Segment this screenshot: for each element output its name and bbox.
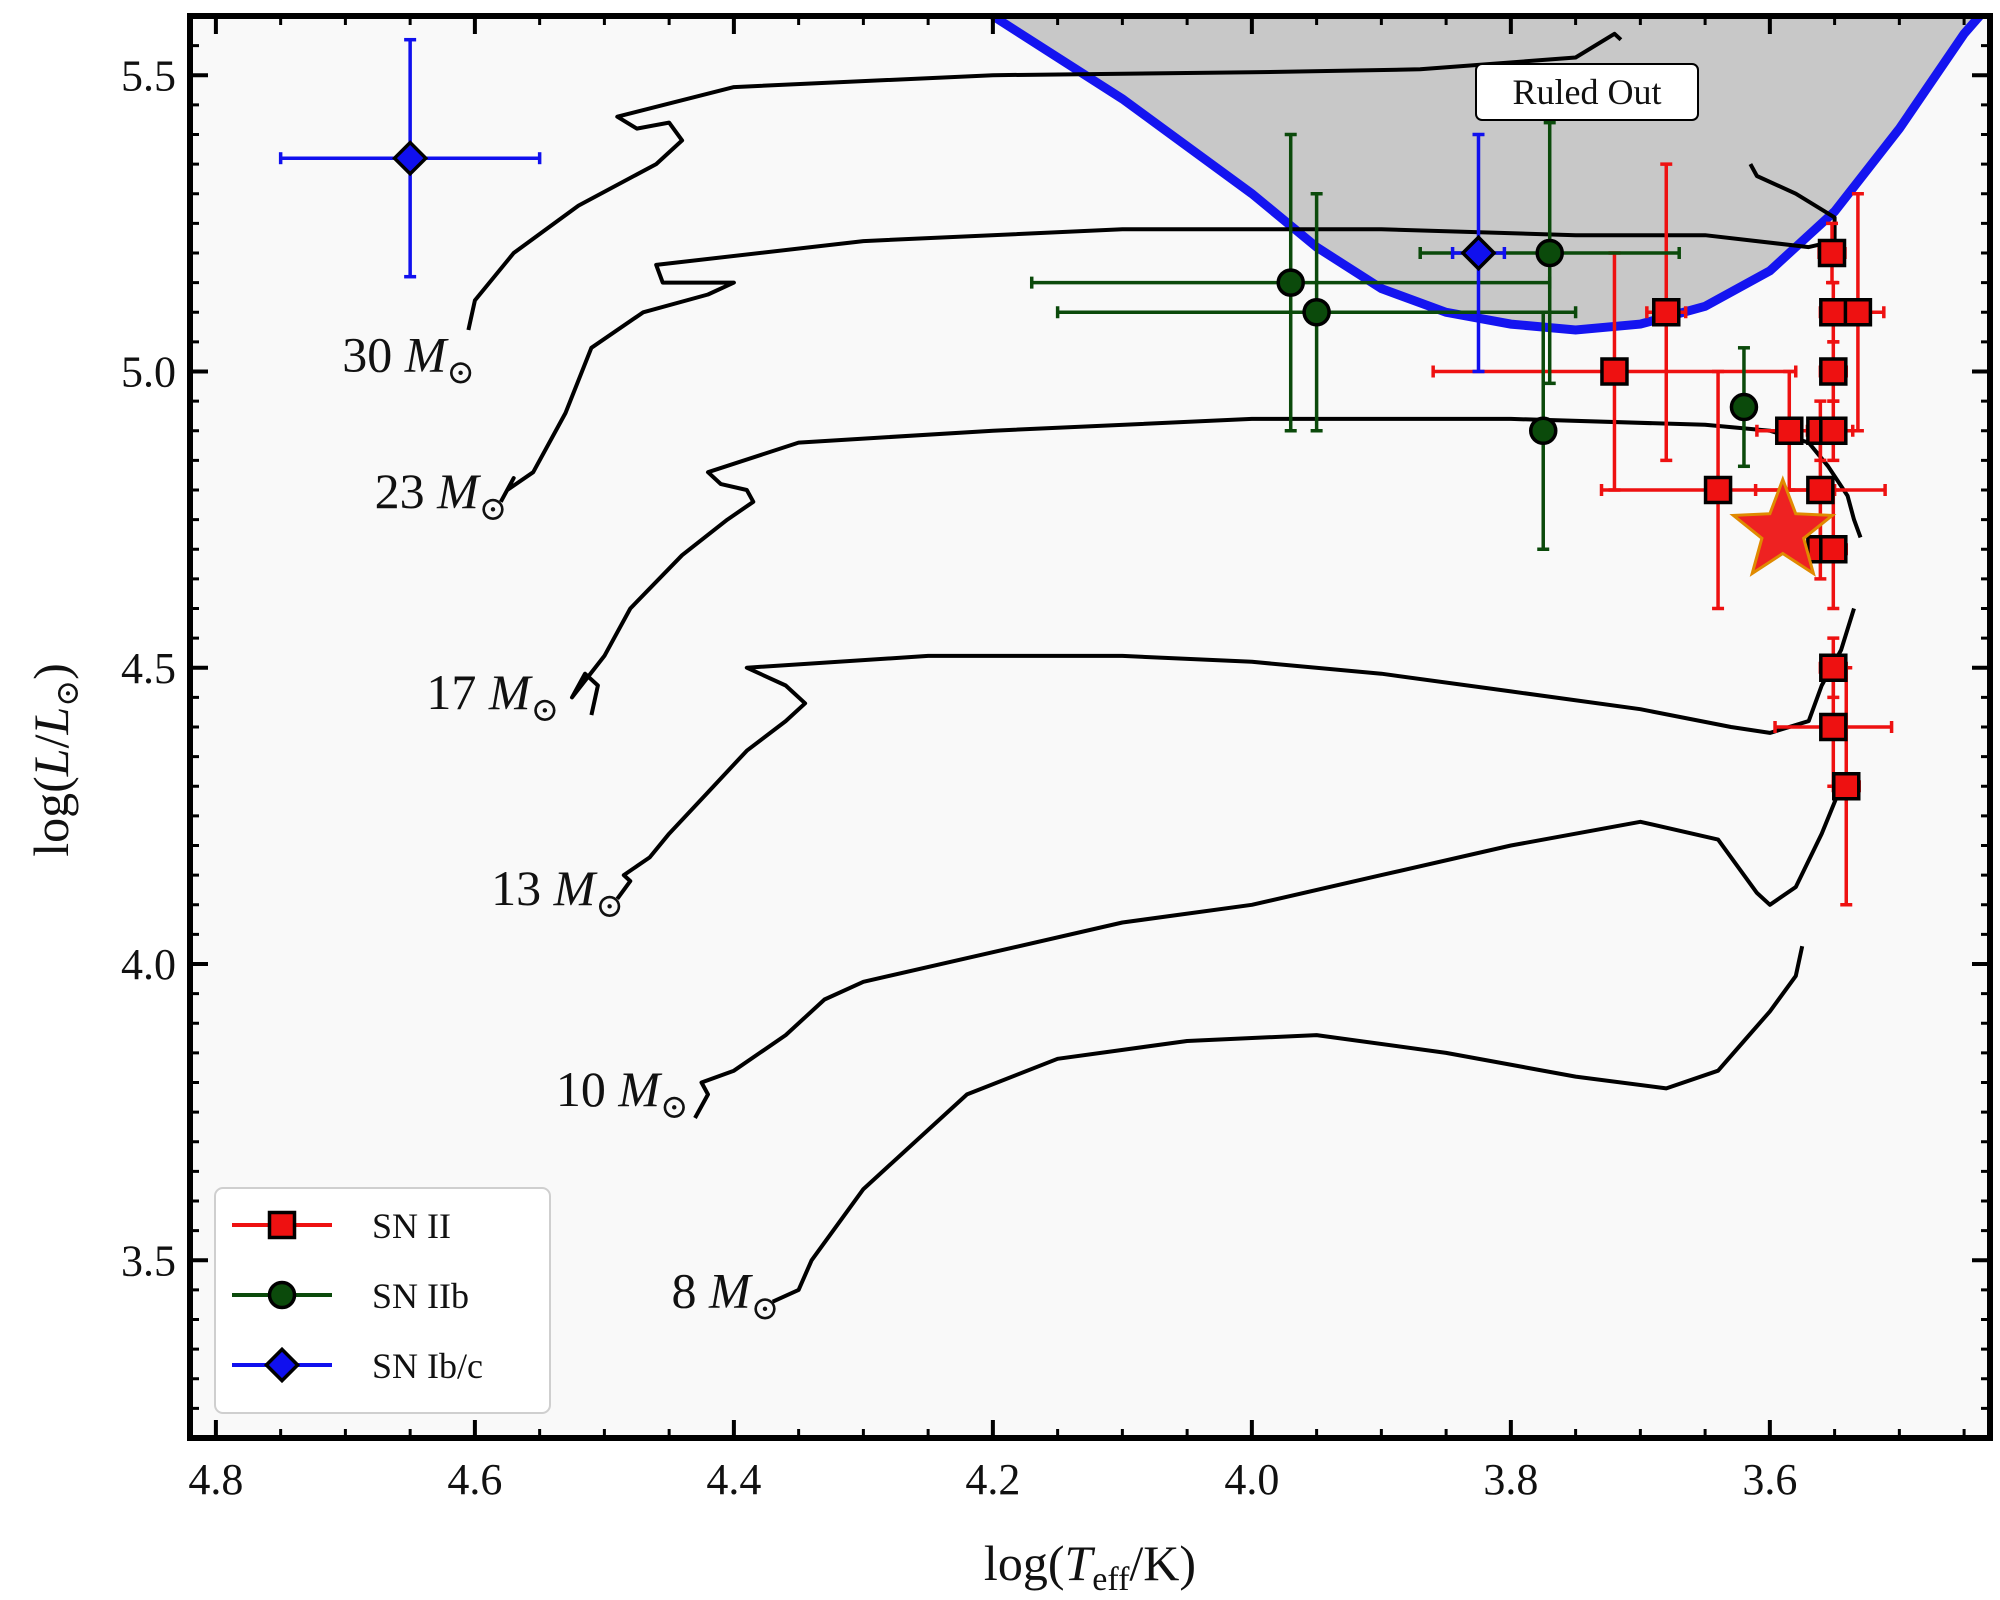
square-marker-0-5 (1819, 357, 1848, 386)
square-marker-0-0 (1817, 238, 1847, 268)
plot-frame (187, 13, 1993, 1441)
y-title-sun: ⊙ (49, 680, 85, 707)
legend-label-1: SN IIb (372, 1276, 469, 1316)
mass-sun-symbol: ⊙ (751, 1291, 780, 1328)
circle-marker-1-1 (1302, 298, 1331, 327)
ruled-out-label-box (1475, 63, 1699, 121)
x-tick-label-1: 4.6 (447, 1455, 502, 1504)
y-axis-title: log(L/L⊙) (23, 663, 85, 857)
highlight-star-marker (1729, 475, 1837, 577)
y-title-var2: L (23, 707, 79, 736)
x-tick-label-4: 4.0 (1224, 1455, 1279, 1504)
square-marker-0-4 (1600, 357, 1629, 386)
mass-sun-symbol: ⊙ (446, 355, 475, 392)
mass-label-0: 30 M⊙ (342, 327, 475, 392)
track-4 (693, 785, 1843, 1119)
y-title-pre: log( (23, 776, 79, 857)
mass-unit: M (436, 463, 481, 519)
mass-labels: 30 M⊙23 M⊙17 M⊙13 M⊙10 M⊙8 M⊙ (342, 327, 779, 1328)
square-marker-0-2 (1843, 298, 1873, 327)
square-marker-0-10 (1806, 475, 1835, 505)
circle-marker-1-2 (1535, 238, 1564, 268)
square-marker-0-6 (1775, 416, 1804, 445)
mass-value: 10 (556, 1061, 619, 1117)
legend-label-2: SN Ib/c (372, 1346, 483, 1386)
y-tick-label-0: 3.5 (121, 1236, 176, 1285)
circle-marker-1-0 (1276, 268, 1305, 297)
x-title-sub: eff (1092, 1561, 1130, 1598)
square-marker-0-1 (1819, 298, 1848, 327)
square-marker-0-3 (1652, 298, 1681, 327)
mass-value: 17 (426, 664, 489, 720)
square-marker-0-14 (1819, 712, 1848, 742)
mass-label-5: 8 M⊙ (672, 1263, 780, 1328)
ruled-out-annotation: Ruled Out (1475, 63, 1699, 121)
mass-unit: M (404, 327, 449, 383)
mass-unit: M (488, 664, 533, 720)
y-axis-ticks: 3.5 4.0 4.5 5.0 5.5 (121, 14, 1990, 1410)
y-tick-label-1: 4.0 (121, 940, 176, 989)
mass-sun-symbol: ⊙ (531, 692, 560, 729)
legend-marker-2 (263, 1346, 301, 1384)
x-title-post: /K) (1129, 1535, 1196, 1591)
mass-label-2: 17 M⊙ (426, 664, 559, 729)
legend-marker-0 (267, 1210, 297, 1240)
square-marker-0-8 (1819, 416, 1848, 445)
mass-value: 13 (491, 860, 554, 916)
mass-label-4: 10 M⊙ (556, 1061, 689, 1126)
mass-unit: M (708, 1263, 753, 1319)
y-tick-label-4: 5.5 (121, 51, 176, 100)
mass-label-1: 23 M⊙ (375, 463, 508, 528)
mass-sun-symbol: ⊙ (660, 1089, 689, 1126)
square-marker-0-13 (1819, 653, 1848, 682)
diamond-marker-2-0 (392, 140, 429, 177)
x-tick-label-3: 4.2 (965, 1455, 1020, 1504)
square-marker-0-15 (1832, 772, 1861, 801)
legend-box (214, 1187, 551, 1414)
y-title-var1: L (23, 748, 79, 777)
mass-unit: M (553, 860, 598, 916)
circle-marker-1-3 (1528, 416, 1558, 445)
mass-value: 8 (672, 1263, 710, 1319)
circle-marker-1-4 (1729, 392, 1759, 422)
x-tick-label-5: 3.8 (1483, 1455, 1538, 1504)
track-2 (570, 416, 1863, 716)
mass-label-3: 13 M⊙ (491, 860, 624, 925)
x-tick-label-6: 3.6 (1742, 1455, 1797, 1504)
legend: SN II SN IIb SN Ib/c (214, 1187, 551, 1414)
mass-unit: M (617, 1061, 662, 1117)
mass-value: 23 (375, 463, 438, 519)
legend-marker-1 (267, 1280, 297, 1310)
y-title-slash: / (23, 734, 79, 748)
x-title-pre: log( (984, 1535, 1065, 1591)
legend-label-0: SN II (372, 1206, 451, 1246)
markers (392, 140, 1873, 801)
square-marker-0-9 (1703, 475, 1733, 505)
mass-sun-symbol: ⊙ (479, 491, 508, 528)
mass-value: 30 (342, 327, 405, 383)
track-1 (499, 163, 1837, 503)
x-axis-title: log(Teff/K) (984, 1535, 1196, 1598)
ruled-out-label: Ruled Out (1513, 72, 1662, 112)
mass-sun-symbol: ⊙ (595, 888, 624, 925)
y-tick-label-3: 5.0 (121, 348, 176, 397)
y-tick-label-2: 4.5 (121, 644, 176, 693)
ruled-out-boundary (990, 16, 1986, 335)
diamond-marker-2-1 (1460, 234, 1497, 272)
x-tick-label-2: 4.4 (706, 1455, 761, 1504)
x-title-var: T (1064, 1535, 1095, 1591)
square-marker-0-12 (1819, 535, 1848, 564)
track-5 (771, 945, 1805, 1304)
y-title-post: ) (23, 663, 79, 680)
x-tick-label-0: 4.8 (188, 1455, 243, 1504)
ruled-out-region (992, 16, 1990, 330)
track-3 (615, 607, 1856, 900)
